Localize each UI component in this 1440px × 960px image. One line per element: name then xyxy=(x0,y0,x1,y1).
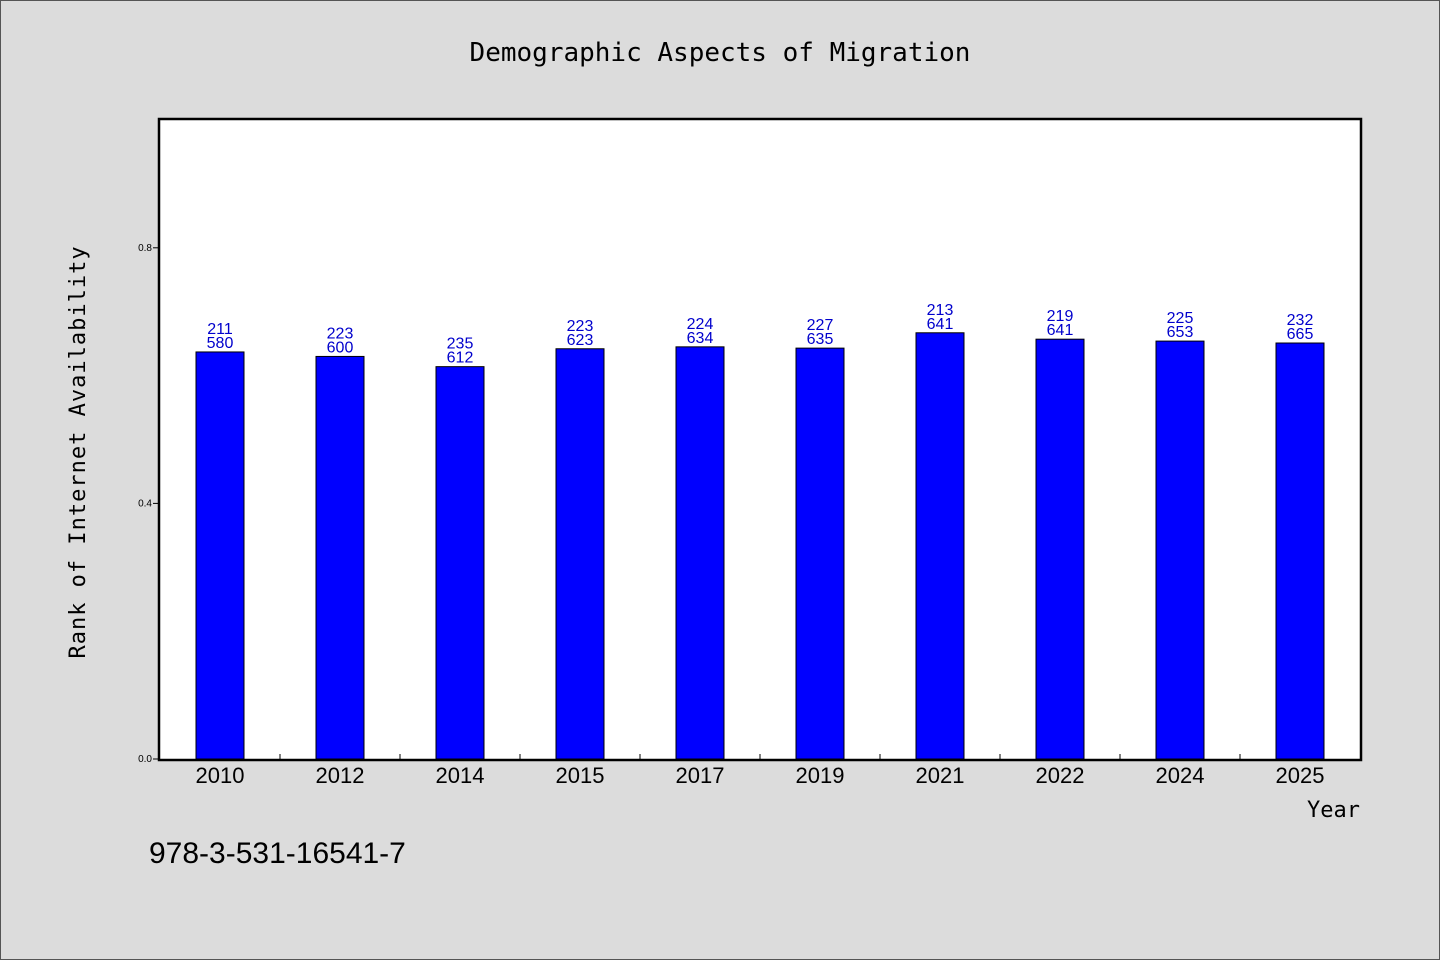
data-label-bottom-2024: 653 xyxy=(1167,324,1194,341)
bar-2010 xyxy=(195,351,245,760)
data-label-bottom-2012: 600 xyxy=(327,339,354,356)
data-label-bottom-2010: 580 xyxy=(207,335,234,352)
x-tick-label-2021: 2021 xyxy=(916,763,965,788)
y-tick-label-0.8: 0.8 xyxy=(138,243,152,254)
data-label-bottom-2025: 665 xyxy=(1287,326,1314,343)
bar-2025 xyxy=(1275,342,1325,760)
data-label-bottom-2017: 634 xyxy=(687,330,714,347)
y-axis-label: Rank of Internet Availability xyxy=(66,245,91,658)
bar-2024 xyxy=(1155,340,1205,760)
x-tick-label-2019: 2019 xyxy=(796,763,845,788)
x-axis-label: Year xyxy=(1307,798,1360,823)
bar-2017 xyxy=(675,346,725,760)
x-tick-label-2012: 2012 xyxy=(316,763,365,788)
data-label-top-2012: 223 xyxy=(327,325,354,342)
bar-2015 xyxy=(555,348,605,760)
bar-2014 xyxy=(435,366,485,760)
x-tick-label-2024: 2024 xyxy=(1156,763,1205,788)
data-label-top-2014: 235 xyxy=(447,336,474,353)
isbn-annotation: 978-3-531-16541-7 xyxy=(149,837,406,870)
x-tick-label-2010: 2010 xyxy=(196,763,245,788)
data-label-bottom-2015: 623 xyxy=(567,332,594,349)
x-tick-label-2017: 2017 xyxy=(676,763,725,788)
data-label-bottom-2021: 641 xyxy=(927,316,954,333)
x-tick-label-2022: 2022 xyxy=(1036,763,1085,788)
y-tick-label-0.4: 0.4 xyxy=(138,498,152,509)
x-tick-label-2014: 2014 xyxy=(436,763,485,788)
bar-2022 xyxy=(1035,338,1085,760)
x-tick-label-2015: 2015 xyxy=(556,763,605,788)
bar-2021 xyxy=(915,332,965,760)
data-label-top-2021: 213 xyxy=(927,302,954,319)
data-label-top-2015: 223 xyxy=(567,318,594,335)
data-label-top-2024: 225 xyxy=(1167,310,1194,327)
data-label-top-2017: 224 xyxy=(687,316,714,333)
bar-2019 xyxy=(795,347,845,760)
data-label-bottom-2022: 641 xyxy=(1047,322,1074,339)
data-label-top-2022: 219 xyxy=(1047,308,1074,325)
chart-title: Demographic Aspects of Migration xyxy=(470,38,971,68)
data-label-top-2025: 232 xyxy=(1287,312,1314,329)
data-label-bottom-2014: 612 xyxy=(447,350,474,367)
data-label-top-2010: 211 xyxy=(207,321,233,338)
data-label-bottom-2019: 635 xyxy=(807,331,834,348)
y-axis-ticks: 0.0 0.4 0.8 xyxy=(138,243,160,765)
bars-group xyxy=(195,332,1325,760)
x-axis-ticks: 2010 2012 2014 2015 2017 2019 2021 2022 2024 2025 xyxy=(196,754,1325,788)
y-tick-label-0.0: 0.0 xyxy=(138,754,152,765)
bar-2012 xyxy=(315,355,365,760)
x-tick-label-2025: 2025 xyxy=(1276,763,1325,788)
data-label-top-2019: 227 xyxy=(807,317,834,334)
